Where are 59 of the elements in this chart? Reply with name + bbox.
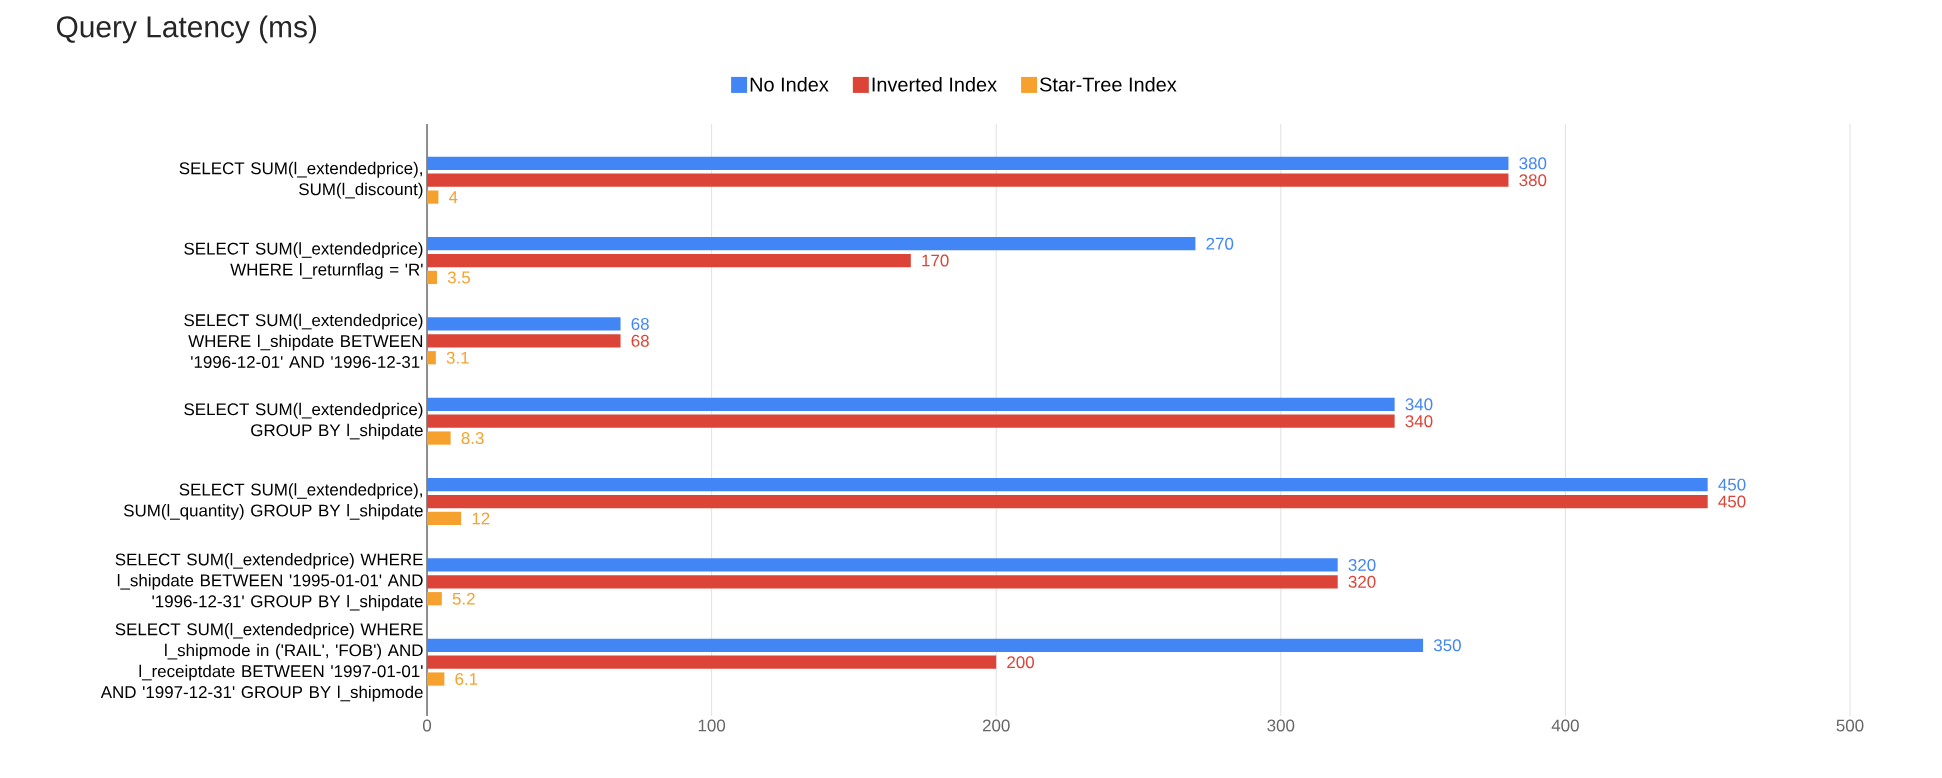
- data-label: 170: [922, 254, 949, 267]
- bar: [427, 253, 911, 268]
- bar: [427, 431, 451, 445]
- bar: [427, 494, 1708, 509]
- x-tick-label: 500: [1836, 719, 1864, 732]
- bar: [427, 655, 997, 669]
- bar: [427, 351, 436, 365]
- x-tick-label: 100: [698, 719, 726, 732]
- y-tick-label: SELECT SUM(l_extendedprice), SUM(l_discount): [179, 161, 423, 199]
- bar: [427, 592, 442, 606]
- x-tick-label: 200: [982, 719, 1010, 732]
- data-label: 320: [1348, 575, 1376, 588]
- data-label: 3.5: [447, 271, 470, 284]
- data-label: 68: [631, 318, 649, 330]
- bar: [427, 317, 621, 331]
- data-label: 320: [1348, 558, 1376, 571]
- data-label: 8.3: [461, 432, 484, 445]
- bar: [427, 558, 1338, 572]
- data-label: 340: [1405, 415, 1433, 428]
- x-tick-label: 400: [1551, 719, 1579, 732]
- y-tick-label: SELECT SUM(l_extendedprice) WHERE l_shipdate BETWEEN '1995-01-01' AND '1996-12-31' GROUP BY l_shipdate: [115, 553, 423, 611]
- data-label: 380: [1519, 157, 1547, 170]
- bar: [427, 173, 1509, 187]
- y-tick-label: SELECT SUM(l_extendedprice) WHERE l_returnflag = 'R': [184, 242, 423, 279]
- bar: [427, 638, 1424, 652]
- data-label: 5.2: [452, 592, 475, 605]
- legend-label: Inverted Index: [872, 76, 997, 92]
- y-tick-label: SELECT SUM(l_extendedprice) WHERE l_shipmode in ('RAIL', 'FOB') AND l_receiptdate BETWEEN '1997-01-01' AND '1997-12-31' GROUP BY l_shipmode: [100, 622, 423, 702]
- data-label: 68: [631, 334, 649, 347]
- y-tick-label: SELECT SUM(l_extendedprice) GROUP BY l_shipdate: [184, 402, 423, 440]
- bar: [427, 270, 437, 285]
- y-tick-label: SELECT SUM(l_extendedprice), SUM(l_quantity) GROUP BY l_shipdate: [123, 483, 423, 520]
- bar: [427, 575, 1338, 589]
- data-label: 380: [1519, 174, 1547, 187]
- data-label: 350: [1433, 639, 1461, 652]
- data-label: 340: [1405, 398, 1433, 411]
- x-tick-label: 300: [1267, 719, 1295, 732]
- data-label: 270: [1206, 237, 1234, 250]
- bar: [427, 511, 462, 526]
- data-label: 12: [472, 512, 490, 525]
- bar: [427, 397, 1395, 411]
- bar: [427, 478, 1708, 492]
- bar: [427, 190, 439, 204]
- data-label: 450: [1718, 495, 1746, 508]
- data-label: 6.1: [455, 673, 478, 686]
- text: Query Latency (ms): [56, 15, 317, 44]
- legend-label: No Index: [750, 76, 829, 92]
- data-label: 3.1: [446, 351, 469, 364]
- y-tick-label: SELECT SUM(l_extendedprice) WHERE l_shipdate BETWEEN '1996-12-01' AND '1996-12-31': [184, 313, 423, 369]
- bar: [427, 672, 445, 686]
- data-label: 450: [1718, 478, 1746, 491]
- data-label: 4: [448, 191, 458, 203]
- legend-label: Star-Tree Index: [1040, 76, 1177, 92]
- x-tick-label: 0: [422, 719, 432, 732]
- bar: [427, 237, 1196, 251]
- bar: [427, 156, 1509, 170]
- bar: [427, 414, 1395, 428]
- bar: [427, 334, 621, 348]
- data-label: 200: [1007, 656, 1034, 669]
